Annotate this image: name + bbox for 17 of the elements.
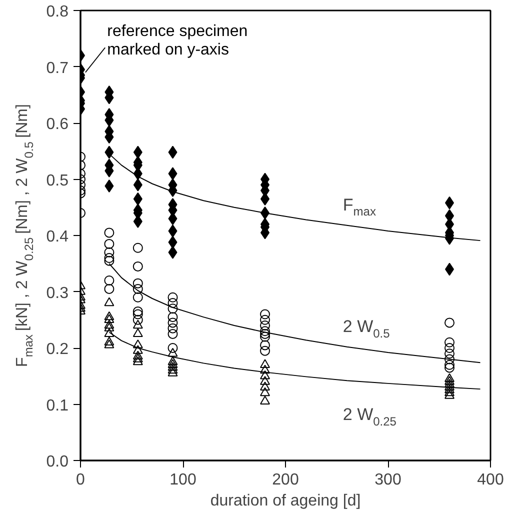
y-tick-label: 0.6: [46, 116, 69, 133]
annotation: reference specimen marked on y-axis: [107, 23, 248, 59]
x-tick-label: 200: [272, 472, 299, 488]
y-tick-label: 0.4: [46, 228, 69, 246]
x-tick-label: 100: [170, 472, 196, 488]
x-tick-label: 400: [477, 472, 504, 488]
x-tick-label: 0: [76, 472, 86, 488]
y-tick-label: 0.5: [46, 172, 69, 190]
y-tick-label: 0.0: [46, 454, 69, 470]
x-tick-label: 300: [374, 472, 402, 488]
y-tick-label: 0.3: [46, 284, 69, 302]
y-tick-label: 0.1: [46, 397, 69, 414]
y-tick-label: 0.8: [46, 4, 69, 20]
y-axis-title: Fmax [kN] , 2 W0.25 [Nm] , 2 W0.5 [Nm]: [14, 104, 36, 367]
x-axis-title: duration of ageing [d]: [210, 492, 361, 510]
y-tick-label: 0.2: [46, 341, 69, 358]
y-tick-label: 0.7: [46, 60, 69, 77]
